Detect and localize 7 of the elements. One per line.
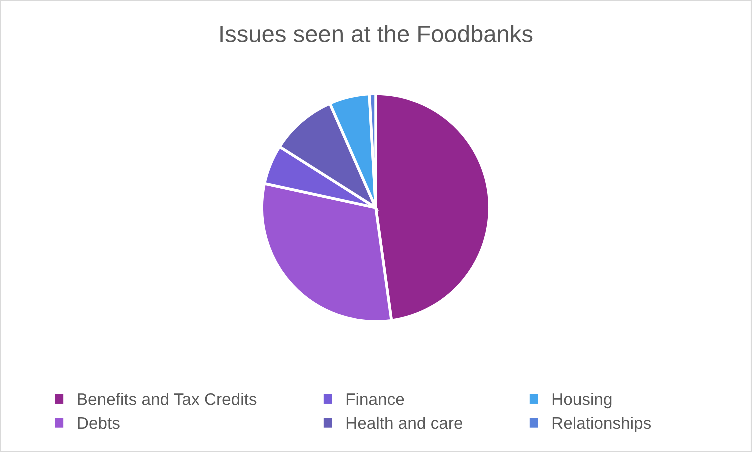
legend-label: Finance (346, 393, 404, 406)
legend-label: Housing (552, 393, 612, 409)
legend-label: Debts (78, 416, 120, 430)
legend-label: Health and care (346, 416, 463, 430)
legend-label: Relationships (552, 416, 652, 432)
chart-title: Issues seen at the Foodbanks (220, 25, 533, 42)
legend-label: Benefits and Tax Credits (78, 393, 257, 406)
